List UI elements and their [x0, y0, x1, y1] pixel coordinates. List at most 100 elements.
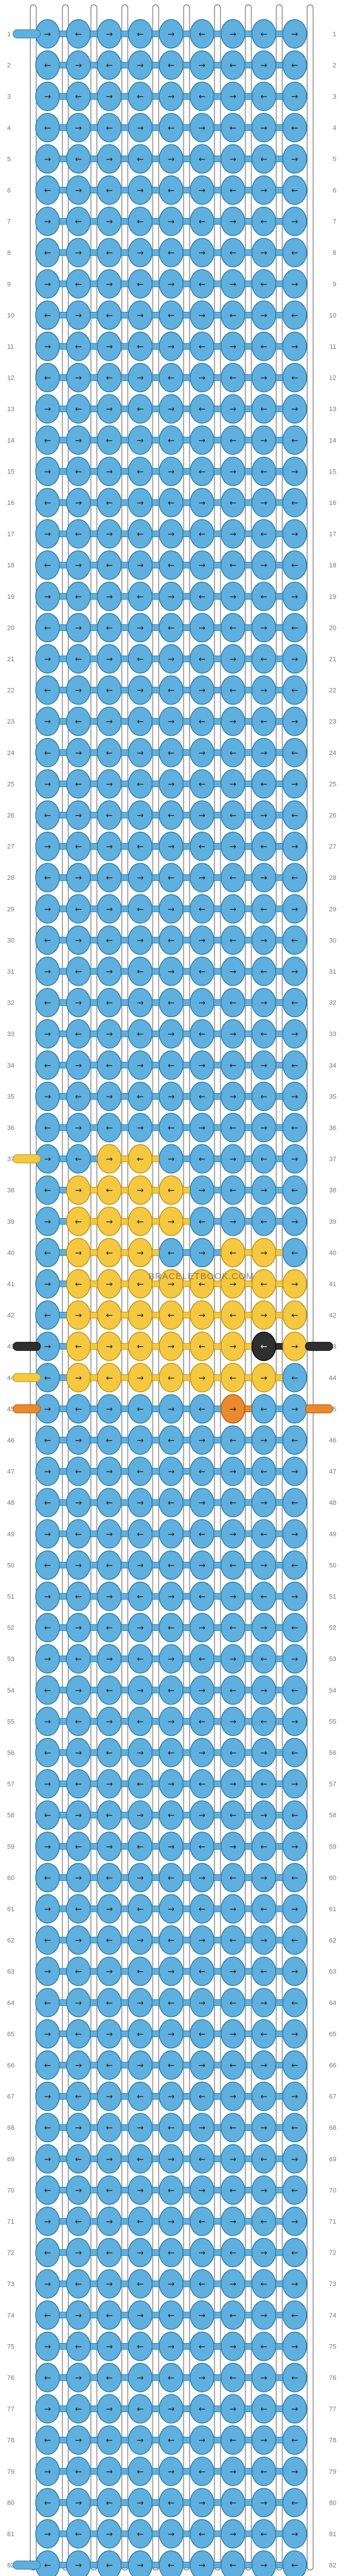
arrow-right-icon: →	[198, 936, 206, 945]
knot	[128, 1956, 153, 1986]
knot	[220, 2206, 245, 2236]
knot	[128, 1363, 153, 1393]
arrow-right-icon: →	[44, 1842, 51, 1852]
arrow-right-icon: →	[168, 1655, 175, 1664]
knot	[97, 1394, 122, 1424]
knot	[97, 2457, 122, 2486]
arrow-right-icon: →	[75, 436, 82, 446]
arrow-left-icon: ←	[291, 1498, 298, 1508]
arrow-right-icon: →	[75, 2186, 82, 2195]
arrow-left-icon: ←	[260, 967, 267, 977]
arrow-right-icon: →	[44, 30, 51, 39]
knot	[128, 2425, 153, 2455]
knot	[220, 19, 245, 49]
arrow-right-icon: →	[229, 1217, 236, 1227]
knot	[35, 488, 60, 517]
row-label-right: 1	[333, 31, 336, 38]
row-label-right: 82	[329, 2562, 336, 2569]
knot	[190, 1300, 214, 1330]
arrow-right-icon: →	[75, 623, 82, 633]
knot	[190, 1394, 214, 1424]
knot	[220, 1238, 245, 1268]
knot	[97, 2206, 122, 2236]
knot	[190, 769, 214, 799]
arrow-right-icon: →	[75, 2373, 82, 2383]
arrow-right-icon: →	[198, 1248, 206, 1258]
arrow-left-icon: ←	[137, 1842, 144, 1852]
arrow-left-icon: ←	[229, 1311, 236, 1321]
knot	[251, 456, 276, 487]
arrow-right-icon: →	[137, 2436, 144, 2445]
arrow-right-icon: →	[168, 2342, 175, 2351]
knot	[159, 769, 184, 799]
knot	[190, 706, 214, 736]
knot	[35, 1175, 60, 1205]
knot	[97, 2081, 122, 2111]
knot	[128, 1394, 153, 1424]
arrow-left-icon: ←	[198, 2155, 206, 2164]
knot	[251, 519, 276, 549]
knot	[282, 2457, 307, 2486]
arrow-right-icon: →	[44, 154, 51, 164]
knot	[66, 1894, 91, 1924]
knot	[66, 1581, 91, 1611]
arrow-right-icon: →	[260, 498, 267, 508]
arrow-left-icon: ←	[168, 2498, 175, 2508]
knot	[97, 769, 122, 799]
knot	[282, 831, 307, 861]
row-label-right: 8	[333, 250, 336, 257]
row-label-left: 74	[7, 2312, 14, 2319]
arrow-right-icon: →	[198, 248, 206, 258]
arrow-left-icon: ←	[137, 30, 144, 39]
knot	[190, 613, 214, 643]
knot-connectors	[47, 30, 295, 2569]
arrow-right-icon: →	[260, 1311, 267, 1321]
arrow-right-icon: →	[137, 311, 144, 320]
knot	[220, 863, 245, 892]
arrow-left-icon: ←	[198, 2467, 206, 2477]
knot	[66, 2144, 91, 2174]
arrow-right-icon: →	[291, 1592, 298, 1602]
arrow-right-icon: →	[44, 280, 51, 289]
arrow-right-icon: →	[229, 842, 236, 852]
knot	[220, 1144, 245, 1174]
knot	[282, 175, 307, 205]
knot	[220, 2144, 245, 2174]
arrow-right-icon: →	[75, 2123, 82, 2133]
arrow-right-icon: →	[137, 1686, 144, 1696]
arrow-left-icon: ←	[75, 1155, 82, 1164]
arrow-left-icon: ←	[260, 2405, 267, 2414]
knot	[282, 987, 307, 1018]
row-label-right: 3	[333, 93, 336, 100]
knot	[251, 1175, 276, 1205]
knot	[159, 582, 184, 611]
arrow-right-icon: →	[75, 749, 82, 758]
row-label-right: 72	[329, 2250, 336, 2257]
knot	[35, 332, 60, 361]
arrow-left-icon: ←	[198, 1842, 206, 1852]
arrow-left-icon: ←	[44, 1186, 51, 1195]
knot	[128, 300, 153, 330]
knot	[220, 519, 245, 549]
arrow-left-icon: ←	[137, 342, 144, 352]
arrow-right-icon: →	[260, 2061, 267, 2070]
arrow-left-icon: ←	[260, 530, 267, 539]
knot	[282, 19, 307, 49]
row-label-left: 46	[7, 1437, 14, 1444]
knot	[66, 2269, 91, 2299]
knot	[35, 1456, 60, 1486]
row-label-right: 51	[329, 1593, 336, 1600]
arrow-right-icon: →	[75, 2436, 82, 2445]
arrow-right-icon: →	[137, 2561, 144, 2571]
row-label-right: 4	[333, 125, 336, 132]
knot	[190, 2457, 214, 2486]
row-label-right: 35	[329, 1093, 336, 1100]
knot	[282, 2300, 307, 2330]
arrow-left-icon: ←	[137, 1530, 144, 1539]
knot	[128, 332, 153, 361]
knot	[66, 1113, 91, 1142]
arrow-left-icon: ←	[260, 2280, 267, 2289]
knot	[35, 769, 60, 799]
arrow-left-icon: ←	[291, 1811, 298, 1820]
